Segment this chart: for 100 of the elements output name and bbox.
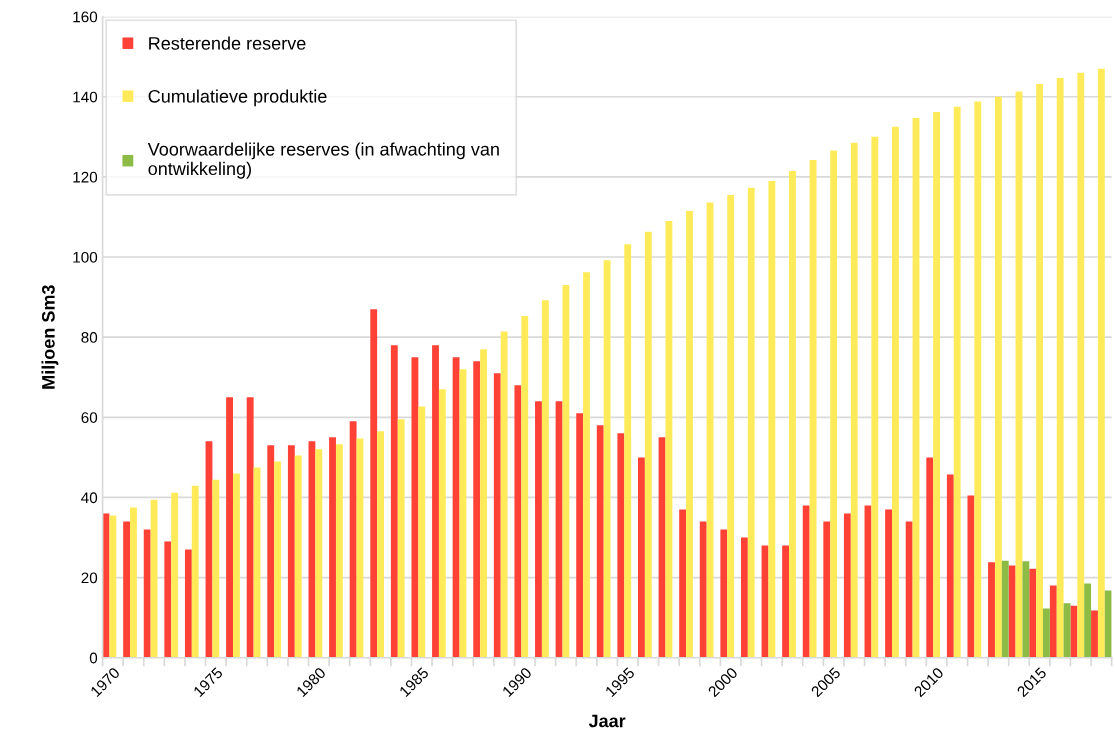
- bar: [1070, 605, 1078, 658]
- bar: [1077, 72, 1085, 658]
- bar: [706, 202, 714, 658]
- bar: [843, 513, 851, 658]
- bar: [905, 521, 913, 658]
- bar: [480, 349, 487, 658]
- bar: [644, 231, 652, 658]
- bar: [164, 541, 172, 658]
- bar: [514, 385, 522, 658]
- bar: [782, 545, 790, 658]
- bar: [130, 507, 137, 658]
- bar: [370, 309, 378, 658]
- bar: [184, 549, 192, 658]
- bar: [438, 389, 446, 658]
- bar: [541, 300, 549, 658]
- y-tick-label: 120: [73, 171, 98, 183]
- bar: [500, 331, 508, 658]
- bar: [452, 357, 460, 658]
- bar: [329, 437, 336, 658]
- bar: [143, 529, 151, 658]
- y-tick-label: 40: [81, 492, 98, 504]
- bar: [377, 431, 385, 658]
- x-axis-title: Jaar: [588, 714, 626, 728]
- bar: [1029, 568, 1037, 658]
- bar: [994, 96, 1002, 658]
- bar: [617, 433, 625, 658]
- bar: [294, 455, 302, 658]
- bar: [191, 485, 199, 658]
- bar: [727, 194, 735, 658]
- bar: [1022, 561, 1030, 658]
- bar: [583, 272, 590, 658]
- bar: [576, 413, 584, 658]
- legend-label: Cumulatieve produktie: [148, 89, 327, 107]
- bar: [974, 101, 982, 658]
- bar: [473, 361, 481, 658]
- bar: [1043, 608, 1050, 658]
- bar: [988, 562, 995, 658]
- y-tick-label: 100: [73, 251, 98, 263]
- bar: [315, 449, 323, 658]
- y-tick-label: 0: [89, 652, 98, 664]
- bar: [596, 425, 604, 658]
- bar: [747, 187, 755, 658]
- bar: [926, 457, 934, 658]
- bar: [830, 150, 838, 658]
- bar: [1091, 610, 1098, 658]
- bar: [720, 529, 728, 658]
- bar: [624, 244, 632, 658]
- bar: [933, 111, 941, 658]
- bar: [335, 444, 343, 658]
- bar: [287, 445, 295, 658]
- bar: [562, 285, 570, 658]
- bar: [802, 505, 810, 658]
- bar: [212, 479, 220, 658]
- bar: [171, 492, 179, 658]
- bar: [267, 445, 275, 658]
- bar: [493, 373, 501, 658]
- bar: [638, 457, 645, 658]
- bar: [1036, 83, 1044, 658]
- y-tick-label: 60: [81, 412, 98, 423]
- bar: [1049, 585, 1057, 658]
- bar: [1097, 68, 1105, 658]
- bar: [274, 461, 282, 658]
- y-axis-title: Miljoen Sm3: [41, 285, 59, 389]
- bar: [1008, 565, 1016, 658]
- y-tick-label: 20: [81, 572, 98, 584]
- bar: [432, 345, 439, 658]
- bar: [946, 474, 954, 658]
- y-tick-label: 160: [73, 11, 98, 23]
- legend-label: Voorwaardelijke reserves (in afwachting van ontwikkeling): [147, 142, 499, 179]
- bar: [535, 401, 542, 658]
- y-tick-label: 80: [81, 332, 98, 343]
- bar: [850, 142, 858, 658]
- bar: [1001, 560, 1009, 658]
- bar: [349, 421, 357, 658]
- bar: [418, 406, 426, 658]
- bar: [1084, 583, 1092, 658]
- bar: [603, 260, 611, 658]
- bar: [1056, 77, 1064, 658]
- bar: [390, 345, 398, 658]
- legend-label: Resterende reserve: [149, 36, 306, 50]
- bar: [397, 419, 405, 658]
- bar: [123, 521, 131, 658]
- bar: [233, 473, 240, 658]
- bar: [665, 220, 673, 658]
- bar: [871, 136, 879, 658]
- bar: [885, 509, 892, 658]
- bar: [411, 357, 419, 658]
- bar: [823, 521, 831, 658]
- bar: [891, 126, 899, 658]
- bar: [679, 509, 687, 658]
- bar: [740, 537, 748, 658]
- bar: [699, 521, 707, 658]
- bar: [109, 515, 117, 658]
- bar: [686, 210, 693, 658]
- bar: [789, 170, 796, 658]
- bar: [226, 397, 233, 658]
- y-tick-label: 140: [73, 91, 98, 103]
- bar: [953, 106, 961, 658]
- bar: [246, 397, 254, 658]
- bar: [768, 180, 776, 658]
